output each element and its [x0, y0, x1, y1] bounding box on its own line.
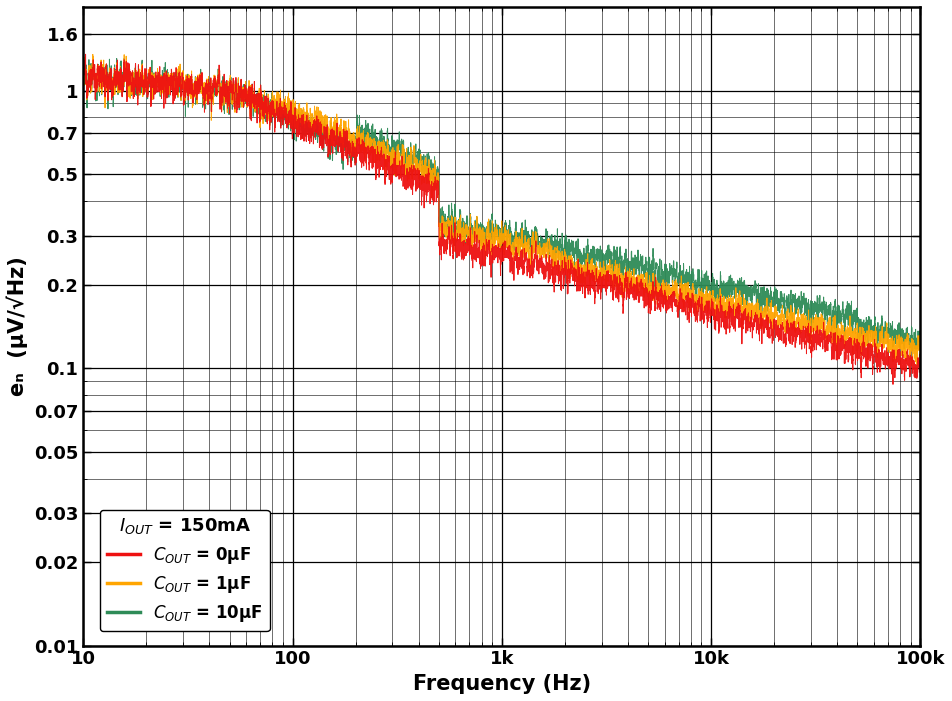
X-axis label: Frequency (Hz): Frequency (Hz)	[413, 674, 591, 694]
Y-axis label: eₙ  (µV/√Hz): eₙ (µV/√Hz)	[7, 257, 29, 396]
Legend: $C_{OUT}$ = 0µF, $C_{OUT}$ = 1µF, $C_{OUT}$ = 10µF: $C_{OUT}$ = 0µF, $C_{OUT}$ = 1µF, $C_{OU…	[100, 510, 269, 631]
